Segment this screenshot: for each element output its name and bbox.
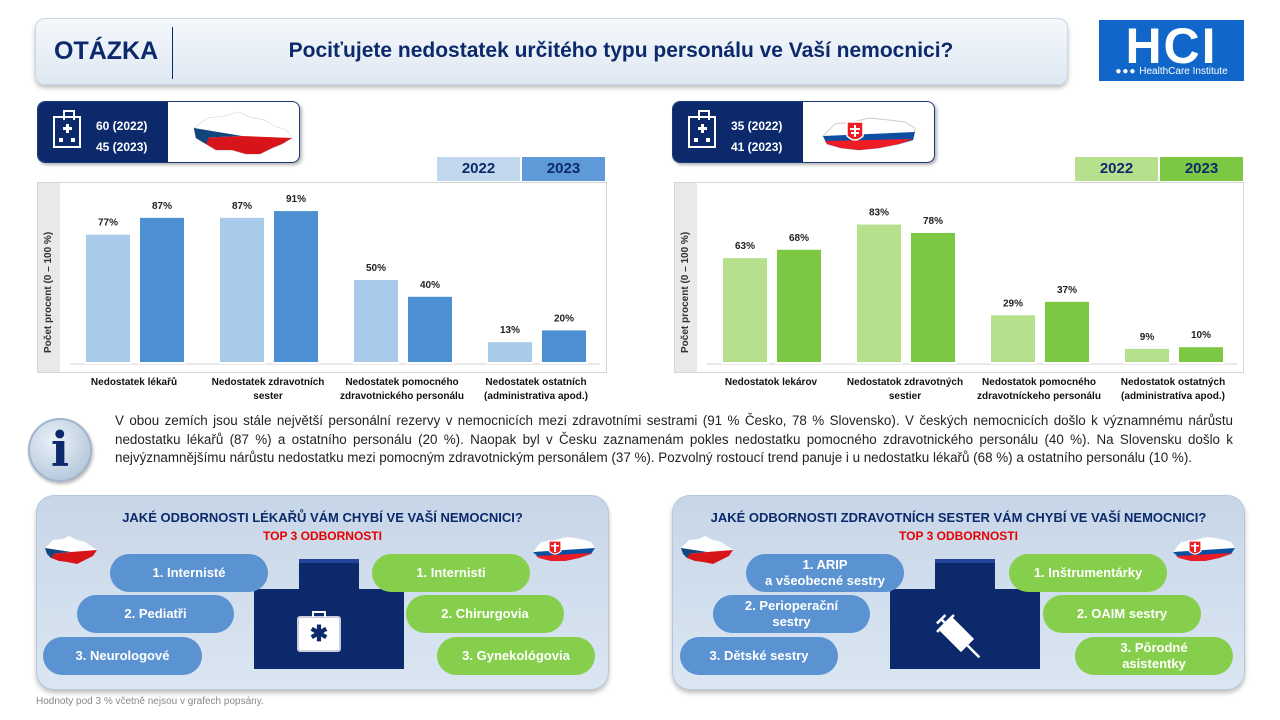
sk-category-label-0: Nedostatok lekárov: [724, 377, 818, 388]
sk-bar-2023-0: [775, 247, 823, 364]
cz-bar-label-2022-3: 13%: [500, 325, 520, 336]
cz-category-label-3: Nedostatek ostatních (administrativa apod…: [484, 377, 588, 402]
logo-subtitle: ●●● HealthCare Institute: [1115, 66, 1228, 77]
sk-map-small-icon: [1173, 537, 1235, 561]
nurses-specialties-panel: JAKÉ ODBORNOSTI ZDRAVOTNÍCH SESTER VÁM C…: [672, 495, 1245, 690]
hci-logo: HCI ●●● HealthCare Institute: [1099, 20, 1244, 81]
sk-category-label-1: Nedostatok zdravotných sestier: [846, 377, 964, 402]
cz-respondents-card: 60 (2022) 45 (2023): [37, 101, 300, 163]
sk-y-axis-label: Počet procent (0 – 100 %): [680, 231, 691, 353]
nurses-cz-2: 2. Perioperační sestry: [713, 595, 870, 633]
podium-steps: [254, 559, 404, 669]
doctors-panel-title: JAKÉ ODBORNOSTI LÉKAŘŮ VÁM CHYBÍ VE VAŠÍ…: [122, 510, 523, 525]
cz-bar-2023-1: [272, 209, 320, 365]
sk-count-panel: 35 (2022) 41 (2023): [673, 102, 803, 162]
doctors-cz-3: 3. Neurologové: [43, 637, 202, 675]
cz-bar-2022-2: [352, 278, 400, 364]
doctors-panel-subtitle: TOP 3 ODBORNOSTI: [263, 529, 382, 543]
sk-bar-2022-2: [989, 313, 1037, 364]
cz-bar-label-2023-3: 20%: [554, 313, 574, 324]
nurses-cz-3: 3. Dětské sestry: [680, 637, 838, 675]
cz-bar-label-2022-2: 50%: [366, 263, 386, 274]
cz-count-2022: 60 (2022): [96, 119, 148, 133]
header-divider: [172, 27, 173, 79]
nurses-cz-1: 1. ARIP a všeobecné sestry: [746, 554, 904, 592]
sk-category-label-2: Nedostatok pomocného zdravotníckeho perso…: [977, 377, 1101, 402]
nurses-panel-subtitle: TOP 3 ODBORNOSTI: [899, 529, 1018, 543]
nurses-panel-title: JAKÉ ODBORNOSTI ZDRAVOTNÍCH SESTER VÁM C…: [710, 510, 1207, 525]
cz-map-small-icon: [45, 536, 97, 564]
sk-bar-label-2023-2: 37%: [1057, 285, 1077, 296]
logo-text: HCI: [1125, 18, 1218, 74]
cz-bar-label-2023-2: 40%: [420, 280, 440, 291]
cz-bar-chart: 77% 87% 87% 91% 50% 40% 13% 20%: [70, 194, 600, 365]
sk-category-label-3: Nedostatok ostatných (administratíva apod…: [1120, 377, 1226, 402]
cz-bar-2022-0: [84, 232, 132, 364]
cz-bar-2022-1: [218, 215, 266, 365]
sk-bar-label-2023-1: 78%: [923, 216, 943, 227]
cz-bar-label-2023-0: 87%: [152, 201, 172, 212]
sk-bar-2023-2: [1043, 299, 1091, 364]
sk-count-2023: 41 (2023): [731, 140, 783, 154]
sk-respondents-card: 35 (2022) 41 (2023): [672, 101, 935, 163]
syringe-icon: [936, 614, 981, 659]
cz-bar-label-2022-0: 77%: [98, 218, 118, 229]
cz-bar-label-2023-1: 91%: [286, 194, 306, 205]
doctors-cz-2: 2. Pediatři: [77, 595, 234, 633]
sk-chart-panel: Počet procent (0 – 100 %) 63% 68% 83% 78% 29…: [674, 182, 1244, 373]
cz-bar-label-2022-1: 87%: [232, 201, 252, 212]
cz-bar-2023-3: [540, 328, 588, 364]
cz-chart-panel: Počet procent (0 – 100 %) 77% 87% 87% 91% 50…: [37, 182, 607, 373]
cz-bar-2023-0: [138, 215, 186, 365]
cz-category-label-2: Nedostatek pomocného zdravotnického perso…: [340, 377, 464, 402]
nurses-sk-3: 3. Pôrodné asistentky: [1075, 637, 1233, 675]
nurses-sk-1: 1. Inštrumentárky: [1009, 554, 1167, 592]
sk-bar-2023-3: [1177, 345, 1225, 364]
medical-kit-icon: ✱: [297, 611, 341, 652]
sk-bar-2022-0: [721, 256, 769, 364]
sk-bar-label-2023-0: 68%: [789, 233, 809, 244]
nurses-sk-2: 2. OAIM sestry: [1043, 595, 1201, 633]
info-summary-text: V obou zemích jsou stále největší person…: [115, 413, 1233, 465]
doctors-sk-2: 2. Chirurgovia: [406, 595, 564, 633]
question-label: OTÁZKA: [54, 37, 159, 65]
sk-bar-label-2022-2: 29%: [1003, 298, 1023, 309]
sk-bar-label-2022-0: 63%: [735, 241, 755, 252]
sk-legend-2022: 2022: [1075, 157, 1158, 181]
sk-bar-2022-1: [855, 222, 903, 365]
cz-legend-2022: 2022: [437, 157, 520, 181]
hospital-icon: [688, 110, 716, 148]
sk-bar-label-2023-3: 10%: [1191, 330, 1211, 341]
cz-legend-2023: 2023: [522, 157, 605, 181]
footnote: Hodnoty pod 3 % včetně nejsou v grafech …: [36, 696, 264, 707]
page-title: Pociťujete nedostatek určitého typu pers…: [288, 39, 954, 62]
cz-count-2023: 45 (2023): [96, 140, 148, 154]
doctors-cz-1: 1. Internisté: [110, 554, 268, 592]
info-icon: i: [28, 418, 92, 482]
sk-map-small-icon: [533, 537, 595, 561]
doctors-sk-1: 1. Internisti: [372, 554, 530, 592]
cz-bar-2022-3: [486, 340, 534, 365]
cz-map-small-icon: [681, 536, 733, 564]
sk-map-icon: [822, 117, 916, 151]
sk-bar-label-2022-3: 9%: [1140, 332, 1155, 343]
sk-bar-label-2022-1: 83%: [869, 208, 889, 219]
sk-bar-2022-3: [1123, 346, 1171, 365]
cz-map-icon: [193, 111, 293, 155]
cz-y-axis-label: Počet procent (0 – 100 %): [43, 231, 54, 353]
sk-legend-2023: 2023: [1160, 157, 1243, 181]
doctors-specialties-panel: JAKÉ ODBORNOSTI LÉKAŘŮ VÁM CHYBÍ VE VAŠÍ…: [36, 495, 609, 690]
cz-category-label-1: Nedostatek zdravotních sester: [211, 377, 325, 402]
sk-bar-2023-1: [909, 230, 957, 364]
cz-count-panel: 60 (2022) 45 (2023): [38, 102, 168, 162]
sk-count-2022: 35 (2022): [731, 119, 783, 133]
hospital-icon: [53, 110, 81, 148]
podium-steps: [890, 559, 1040, 669]
cz-category-label-0: Nedostatek lékařů: [90, 377, 178, 388]
sk-bar-chart: 63% 68% 83% 78% 29% 37% 9% 10%: [707, 208, 1237, 365]
doctors-sk-3: 3. Gynekológovia: [437, 637, 595, 675]
cz-bar-2023-2: [406, 294, 454, 364]
header-banner: OTÁZKA Pociťujete nedostatek určitého ty…: [35, 18, 1068, 85]
